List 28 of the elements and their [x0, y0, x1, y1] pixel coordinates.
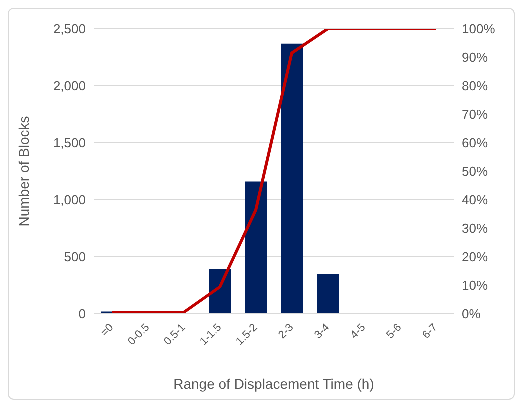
bar	[317, 274, 339, 314]
y2-tick-label: 10%	[462, 278, 488, 294]
x-axis-title: Range of Displacement Time (h)	[174, 376, 374, 392]
y2-tick-label: 0%	[462, 306, 482, 322]
y2-tick-label: 40%	[462, 192, 488, 208]
y2-tick-label: 80%	[462, 78, 488, 94]
bar	[281, 44, 303, 314]
y2-tick-label: 70%	[462, 107, 488, 122]
x-tick-label: 6-7	[420, 322, 440, 342]
y2-tick-label: 50%	[462, 164, 488, 180]
bar	[245, 182, 267, 314]
x-tick-label: 3-4	[312, 322, 332, 342]
y-tick-label: 1,000	[53, 192, 86, 208]
y2-tick-label: 20%	[462, 250, 488, 265]
y2-tick-label: 90%	[462, 50, 488, 66]
x-tick-label: 4-5	[348, 322, 368, 342]
y-tick-label: 1,500	[53, 136, 86, 151]
x-tick-label: 2-3	[276, 322, 296, 342]
y-tick-label: 500	[64, 250, 86, 265]
y2-tick-label: 60%	[462, 136, 488, 151]
x-tick-label: =0	[98, 322, 116, 340]
y-tick-label: 2,500	[53, 22, 86, 37]
y-tick-label: 0	[78, 306, 86, 322]
y-tick-label: 2,000	[53, 78, 86, 94]
y-axis-title: Number of Blocks	[16, 116, 32, 227]
x-tick-label: 5-6	[384, 322, 404, 342]
y2-tick-label: 100%	[462, 22, 496, 37]
y2-tick-label: 30%	[462, 221, 488, 236]
